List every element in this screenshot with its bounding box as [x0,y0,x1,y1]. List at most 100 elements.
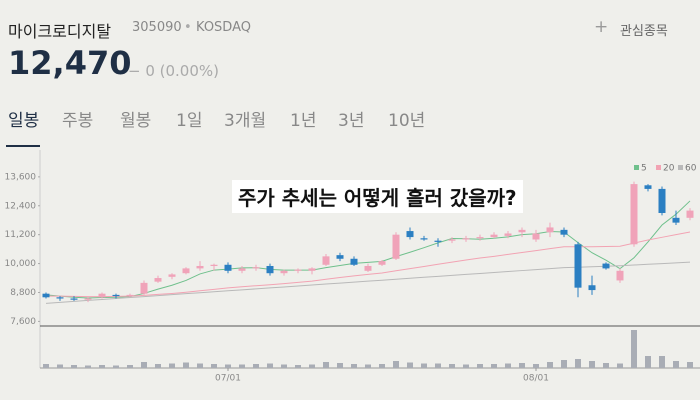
volume-bar [645,356,651,368]
legend-swatch [678,165,683,170]
candle-body [686,210,694,218]
volume-bar [673,361,679,368]
volume-bar [183,362,189,368]
volume-bar [43,364,49,368]
volume-bar [561,360,567,368]
candle-body [462,238,470,240]
candle-body [420,238,428,240]
tab[interactable]: 주봉 [62,111,94,131]
candle-body [602,263,610,269]
tab[interactable]: 3개월 [224,111,267,131]
volume-bar [309,364,315,368]
header: 마이크로디지탈 305090 • KOSDAQ + 관심종목 12,470 − … [0,0,700,150]
volume-bar [659,356,665,368]
volume-bar [253,364,259,368]
volume-bar [533,364,539,368]
volume-bar [435,363,441,368]
legend-swatch [656,165,661,170]
ma-line [45,261,691,304]
tab[interactable]: 일봉 [8,111,40,131]
volume-bar [575,359,581,368]
y-tick-label: 12,400 [5,201,37,211]
ma-line [46,231,691,298]
candle-body [448,239,456,241]
y-tick-label: 11,200 [5,230,37,240]
candle-body [308,268,316,271]
separator: • [184,20,192,35]
candle-body [644,185,652,189]
volume-bar [393,361,399,368]
volume-bar [323,362,329,368]
tab[interactable]: 3년 [338,111,365,131]
volume-bar [589,361,595,368]
candle-body [336,255,344,259]
volume-bar [281,364,287,368]
tab[interactable]: 1년 [290,111,317,131]
volume-bar [113,365,119,368]
volume-bar [225,364,231,368]
tab[interactable]: 10년 [388,111,426,131]
volume-bar [141,362,147,368]
volume-bar [463,364,469,368]
candle-body [322,256,330,265]
x-tick-label: 08/01 [523,374,549,384]
candle-body [238,268,246,271]
candle-body [490,234,498,238]
volume-bar [57,364,63,368]
volume-bar [491,364,497,368]
candle-body [210,264,218,266]
candle-body [560,229,568,235]
candle-body [42,293,50,298]
candle-body [406,231,414,238]
candle-body [196,265,204,269]
legend-swatch [634,165,639,170]
y-tick-label: 10,000 [5,259,37,269]
volume-bar [687,362,693,368]
candle-body [574,244,582,288]
watch-button[interactable]: 관심종목 [620,24,668,39]
volume-bar [295,365,301,368]
volume-bar [169,363,175,368]
candle-body [532,233,540,240]
tab[interactable]: 월봉 [120,111,152,131]
active-tab-underline [6,145,40,147]
plus-icon[interactable]: + [594,17,609,37]
candle-body [154,278,162,282]
candle-body [616,270,624,281]
ma-line [45,200,691,299]
volume-bar [85,365,91,368]
tab[interactable]: 1일 [176,111,203,131]
candle-body [546,227,554,233]
price-change: − 0 (0.00%) [128,62,220,80]
candle-body [70,298,78,300]
chart: 13,600 12,400 11,200 10,000 8,800 7,600 5 20 60 0… [5,150,700,384]
volume-bar [267,363,273,368]
candle-body [392,234,400,259]
volume-bar [99,365,105,368]
candle-body [98,293,106,298]
candle-body [504,233,512,236]
candle-body [56,297,64,299]
candle-body [434,240,442,242]
stock-code: 305090 [132,20,182,35]
legend-label: 60 [685,164,697,174]
candle-body [630,184,638,245]
market: KOSDAQ [196,20,251,35]
candle-body [140,282,148,294]
price: 12,470 [8,44,132,82]
volume-bar [379,364,385,368]
volume-bar [197,363,203,368]
volume-bar [71,365,77,368]
candle-body [266,265,274,274]
volume-bar [239,364,245,368]
volume-bar [547,362,553,368]
volume-bar [631,330,637,368]
stock-name: 마이크로디지탈 [8,22,112,41]
volume-bar [421,363,427,368]
volume-bar [617,363,623,368]
candle-body [476,237,484,239]
volume-bar [127,365,133,368]
volume-bar [351,364,357,368]
candle-body [672,217,680,223]
